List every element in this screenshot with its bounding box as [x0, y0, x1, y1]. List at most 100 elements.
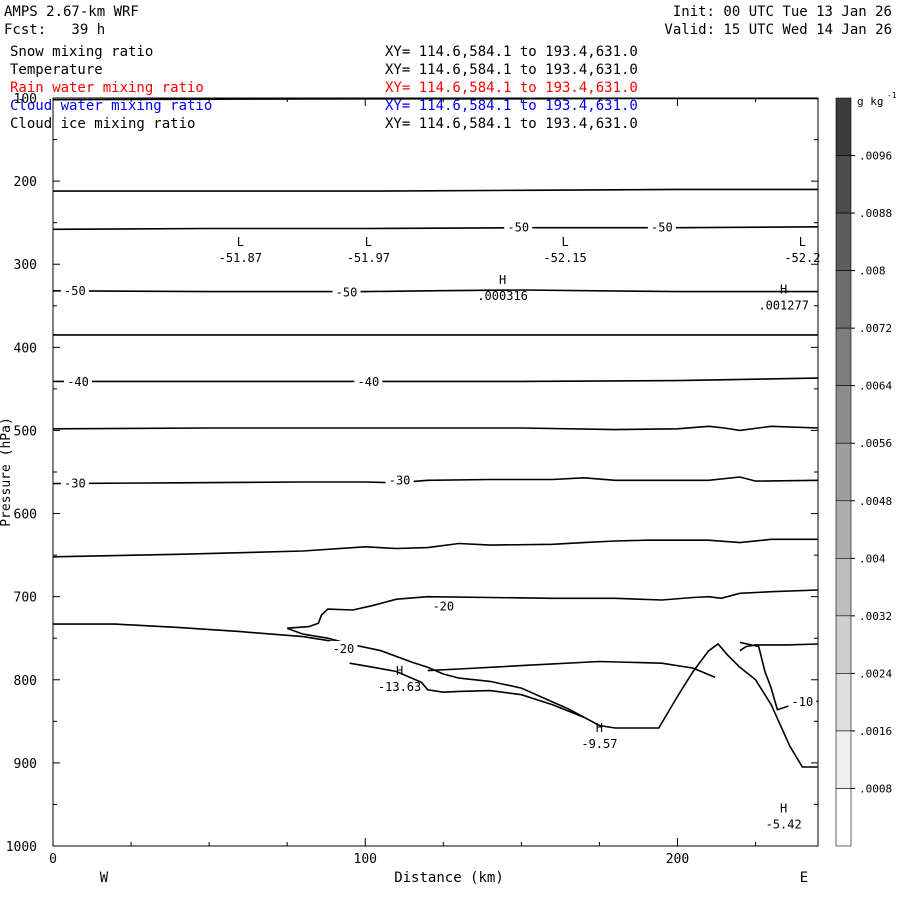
colorbar-unit-exponent: -1: [887, 91, 897, 100]
extremum-value: .000316: [477, 289, 528, 303]
x-tick-label: 100: [354, 852, 377, 867]
colorbar-band: [835, 673, 852, 732]
colorbar-tick-label: .0016: [859, 725, 892, 738]
axes: 100 200 300 400 500 600 700 800 900 1000 0 100 200 Di…: [0, 92, 819, 886]
colorbar-band: [835, 442, 852, 502]
contour-label: -10: [792, 695, 814, 709]
extremum-value: .001277: [758, 298, 809, 312]
extremum-symbol: H: [780, 802, 787, 816]
colorbar-tick-label: .0064: [859, 380, 892, 393]
contour-line: [53, 188, 818, 192]
contour-label: -40: [67, 375, 89, 389]
extremum-symbol: L: [799, 235, 806, 249]
y-tick-label: 500: [14, 424, 37, 439]
contour-label-bg: [329, 641, 358, 656]
colorbar-band: [835, 97, 852, 156]
field-name: Cloud water mixing ratio: [10, 98, 213, 114]
contour-label-bg: [385, 472, 414, 487]
extremum-value: -52.15: [543, 251, 586, 265]
extremum-symbol: H: [396, 664, 403, 678]
contour-line: [427, 660, 716, 679]
y-tick-label: 400: [14, 341, 37, 356]
y-tick-label: 800: [14, 674, 37, 689]
colorbar-tick-label: .0024: [859, 667, 892, 680]
field-xy-range: XY= 114.6,584.1 to 193.4,631.0: [385, 44, 638, 60]
y-tick-label: 300: [14, 258, 37, 273]
colorbar-tick-label: .0072: [859, 322, 892, 335]
contour-line: [53, 623, 818, 768]
contour-label: -50: [651, 221, 673, 235]
colorbar-tick-label: .0088: [859, 207, 892, 220]
y-tick-label: 200: [14, 175, 37, 190]
y-tick-label: 1000: [6, 840, 37, 855]
contour-label-bg: [647, 219, 676, 234]
contour-label: -50: [507, 221, 529, 235]
colorbar-tick-label: .0032: [859, 610, 892, 623]
colorbar-band: [835, 788, 852, 847]
colorbar-tick-label: .0008: [859, 782, 892, 795]
contour-lines: [52, 97, 819, 768]
field-name: Rain water mixing ratio: [10, 80, 204, 96]
field-name: Cloud ice mixing ratio: [10, 116, 196, 132]
valid-time: Valid: 15 UTC Wed 14 Jan 26: [664, 22, 892, 38]
contour-label: -40: [358, 375, 380, 389]
field-xy-range: XY= 114.6,584.1 to 193.4,631.0: [385, 116, 638, 132]
plot-frame: [52, 97, 819, 847]
forecast-hour: Fcst: 39 h: [4, 22, 106, 38]
colorbar-tick-label: .0096: [859, 150, 892, 163]
colorbar-tick-label: .008: [859, 265, 886, 278]
contour-line: [52, 476, 819, 485]
x-tick-label: 0: [49, 852, 57, 867]
field-xy-range: XY= 114.6,584.1 to 193.4,631.0: [385, 62, 638, 78]
field-name: Temperature: [10, 62, 103, 78]
colorbar-band: [835, 558, 852, 617]
extremum-value: -5.42: [766, 818, 802, 832]
field-xy-range: XY= 114.6,584.1 to 193.4,631.0: [385, 80, 638, 96]
colorbar-band: [835, 500, 852, 559]
y-tick-label: 700: [14, 591, 37, 606]
contour-label-bg: [60, 475, 89, 490]
extremum-value: -52.2: [784, 251, 820, 265]
field-xy-range: XY= 114.6,584.1 to 193.4,631.0: [385, 98, 638, 114]
extremum-symbol: H: [780, 282, 787, 296]
x-tick-label: 200: [666, 852, 689, 867]
contour-line: [52, 425, 819, 432]
y-tick-label: 600: [14, 508, 37, 523]
colorbar-band: [835, 615, 852, 674]
contour-label: -20: [432, 600, 454, 614]
y-axis-label: Pressure (hPa): [0, 417, 14, 527]
y-tick-label: 900: [14, 757, 37, 772]
contour-label-bg: [788, 694, 817, 709]
x-axis-label: Distance (km): [394, 870, 504, 886]
contour-line: [52, 97, 818, 101]
colorbar-band: [835, 730, 852, 789]
extremum-symbol: H: [596, 721, 603, 735]
extremum-symbol: L: [365, 235, 372, 249]
contour-label: -50: [64, 284, 86, 298]
colorbar-band: [835, 155, 852, 214]
contour-line: [53, 377, 819, 383]
colorbar-unit: g kg: [857, 95, 884, 108]
contour-label: -30: [389, 473, 411, 487]
contour-annotations: -50 -50 -50 -50 -40 -40 -30 -30 -20 -20 -10 L -51.87…: [60, 219, 820, 832]
contour-line: [52, 538, 818, 558]
init-time: Init: 00 UTC Tue 13 Jan 26: [672, 4, 892, 20]
colorbar-tick-label: .0048: [859, 495, 892, 508]
colorbar-band: [835, 385, 852, 444]
contour-line: [739, 643, 819, 652]
contour-line: [349, 662, 585, 718]
colorbar-band: [835, 270, 852, 329]
colorbar-tick-label: .004: [859, 552, 886, 565]
extremum-value: -51.97: [347, 251, 390, 265]
x-axis-east-label: E: [800, 870, 808, 886]
extremum-symbol: L: [237, 235, 244, 249]
contour-label: -20: [333, 642, 355, 656]
contour-label-bg: [63, 374, 92, 389]
x-axis-west-label: W: [100, 870, 109, 886]
extremum-symbol: H: [499, 273, 506, 287]
colorbar-tick-label: .0056: [859, 437, 892, 450]
contour-label-bg: [60, 282, 89, 297]
model-title: AMPS 2.67-km WRF: [4, 4, 139, 20]
extremum-value: -51.87: [219, 251, 262, 265]
